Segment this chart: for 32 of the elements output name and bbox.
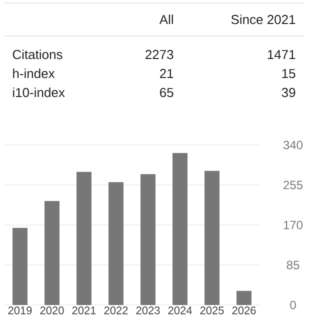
category-label: i10-index	[13, 88, 65, 98]
x-tick-label: 2024	[168, 306, 192, 314]
x-tick-label: 2025	[200, 306, 224, 314]
bar	[12, 228, 28, 306]
data-label: 15	[282, 69, 296, 78]
x-tick-label: 2026	[232, 306, 256, 314]
data-label: 2273	[146, 50, 174, 60]
data-label: 21	[160, 68, 174, 78]
x-tick-label: 2023	[136, 306, 160, 314]
data-label: 39	[282, 88, 296, 98]
bar	[236, 290, 252, 306]
data-label: 1471	[268, 50, 296, 60]
category-label: h-index	[13, 68, 55, 78]
bar	[204, 170, 220, 306]
y-tick-label: 170	[284, 220, 303, 230]
bar	[44, 201, 60, 306]
bar	[76, 172, 92, 306]
x-tick-label: 2021	[72, 306, 96, 314]
text: All	[159, 14, 173, 24]
y-tick-label: 255	[284, 180, 303, 190]
y-tick-label: 0	[290, 300, 296, 310]
bar	[108, 182, 124, 306]
bar	[172, 153, 188, 306]
data-label: 65	[160, 88, 174, 98]
text: Since 2021	[231, 14, 296, 24]
y-tick-label: 340	[283, 140, 303, 150]
x-tick-label: 2022	[104, 306, 128, 314]
x-tick-label: 2019	[8, 306, 32, 314]
category-label: Citations	[12, 50, 62, 60]
bar	[140, 174, 156, 306]
x-tick-label: 2020	[40, 306, 64, 314]
y-tick-label: 85	[286, 260, 300, 270]
